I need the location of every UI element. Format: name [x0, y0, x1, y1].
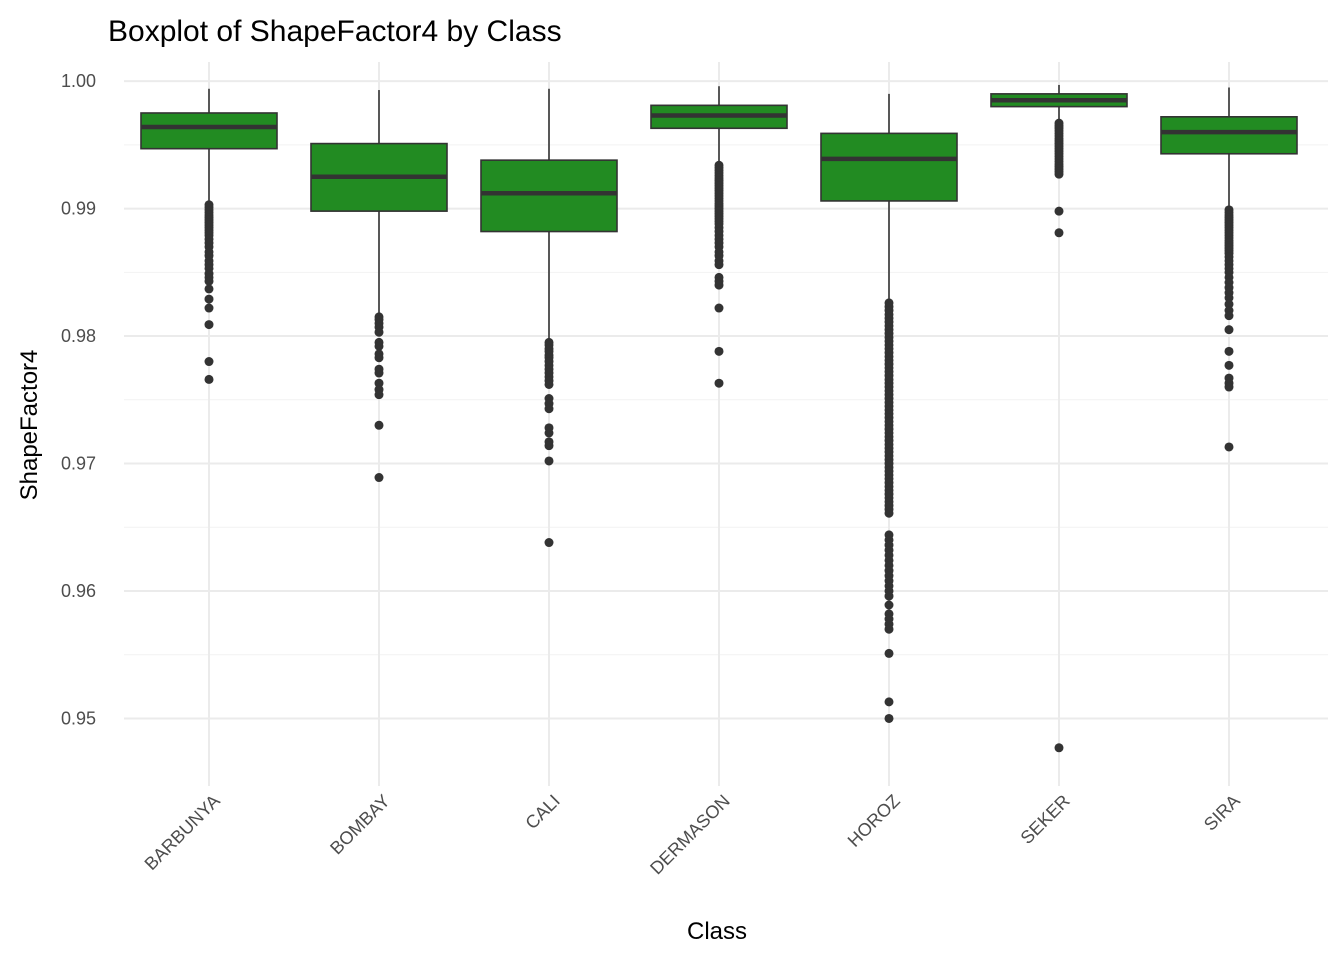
- outlier-point: [544, 404, 554, 414]
- outlier-point: [884, 600, 894, 610]
- outlier-point: [204, 320, 214, 330]
- outlier-point: [714, 378, 724, 388]
- outlier-point: [884, 508, 894, 518]
- outlier-point: [884, 648, 894, 658]
- y-axis-ticks: 0.95 0.96 0.97 0.98 0.99 1.00: [61, 71, 96, 728]
- outlier-point: [544, 456, 554, 466]
- box-dermason: [650, 86, 788, 388]
- y-tick-label: 0.98: [61, 326, 96, 346]
- outlier-point: [204, 303, 214, 313]
- box-sira: [1160, 87, 1298, 452]
- outlier-point: [204, 294, 214, 304]
- x-axis-title: Class: [687, 918, 747, 945]
- chart-title: Boxplot of ShapeFactor4 by Class: [108, 15, 562, 48]
- outlier-point: [1224, 360, 1234, 370]
- outlier-point: [374, 341, 384, 351]
- outlier-point: [374, 353, 384, 363]
- outlier-point: [1054, 169, 1064, 179]
- outlier-point: [204, 284, 214, 294]
- outlier-point: [204, 276, 214, 286]
- y-tick-label: 0.97: [61, 454, 96, 474]
- outlier-point: [544, 379, 554, 389]
- outlier-point: [714, 260, 724, 270]
- outlier-point: [1224, 325, 1234, 335]
- box-cali: [480, 88, 618, 548]
- iqr-box: [140, 112, 278, 150]
- outlier-point: [884, 713, 894, 723]
- outlier-point: [1224, 311, 1234, 321]
- iqr-box: [480, 159, 618, 233]
- outlier-point: [544, 538, 554, 548]
- outlier-point: [204, 357, 214, 367]
- y-tick-label: 0.95: [61, 708, 96, 728]
- box-horoz: [820, 93, 958, 723]
- outlier-point: [1224, 442, 1234, 452]
- box-bombay: [310, 90, 448, 483]
- outlier-point: [714, 346, 724, 356]
- outlier-point: [1054, 743, 1064, 753]
- iqr-box: [1160, 116, 1298, 155]
- y-tick-label: 0.96: [61, 581, 96, 601]
- outlier-point: [714, 280, 724, 290]
- outlier-point: [1224, 382, 1234, 392]
- outlier-point: [374, 368, 384, 378]
- outlier-point: [374, 378, 384, 388]
- outlier-point: [884, 697, 894, 707]
- y-tick-label: 0.99: [61, 199, 96, 219]
- outlier-point: [1224, 299, 1234, 309]
- box-seker: [990, 84, 1128, 753]
- iqr-box: [820, 132, 958, 202]
- outlier-point: [714, 303, 724, 313]
- y-tick-label: 1.00: [61, 71, 96, 91]
- outlier-point: [374, 327, 384, 337]
- outlier-point: [1224, 293, 1234, 303]
- boxes: [140, 84, 1298, 753]
- outlier-point: [544, 428, 554, 438]
- outlier-point: [374, 473, 384, 483]
- outlier-point: [544, 441, 554, 451]
- box-barbunya: [140, 88, 278, 384]
- outlier-point: [204, 374, 214, 384]
- outlier-point: [374, 420, 384, 430]
- outlier-point: [1224, 346, 1234, 356]
- y-axis-title: ShapeFactor4: [16, 350, 43, 501]
- outlier-point: [884, 624, 894, 634]
- outlier-point: [374, 390, 384, 400]
- outlier-point: [1054, 228, 1064, 238]
- outlier-point: [884, 591, 894, 601]
- outlier-point: [1054, 206, 1064, 216]
